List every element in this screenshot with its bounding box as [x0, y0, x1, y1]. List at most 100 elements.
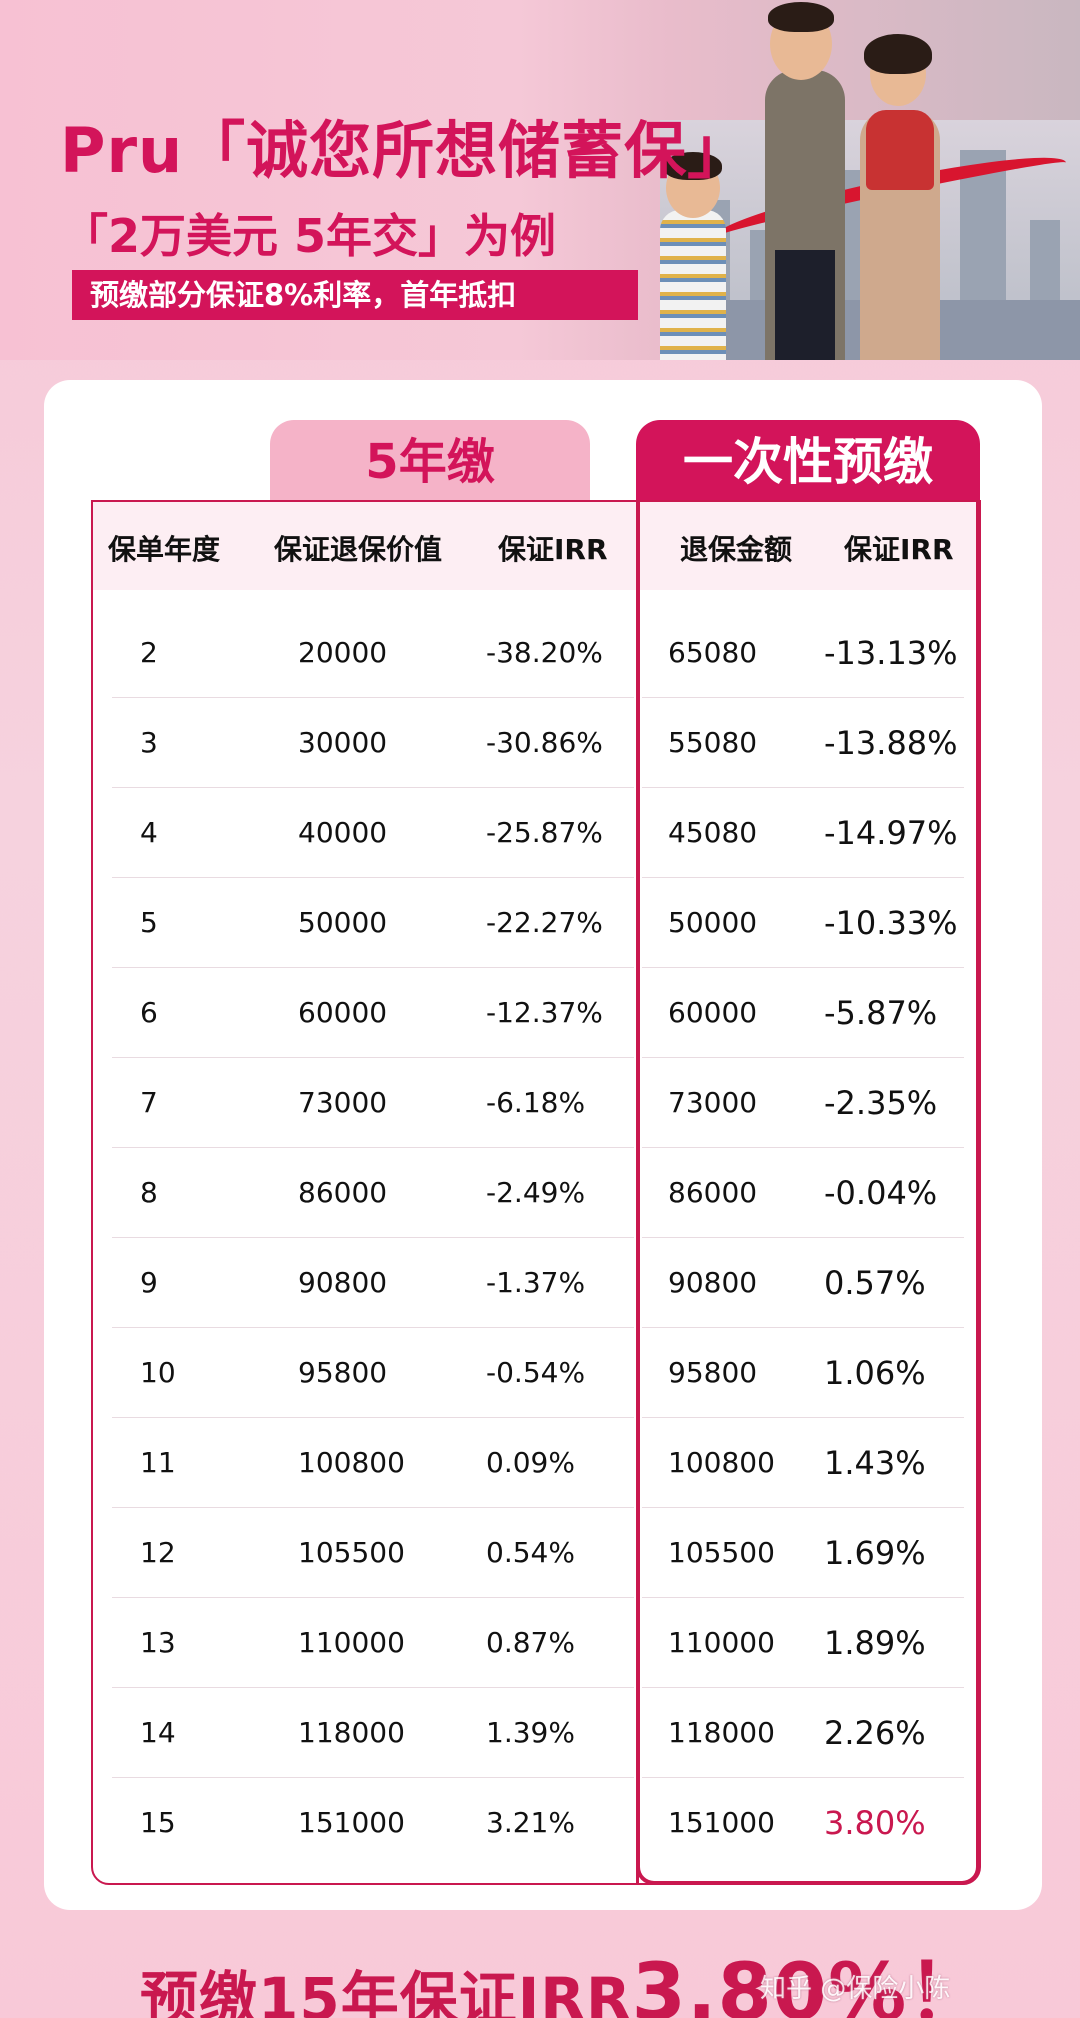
cell-cash-value: 118000 [298, 1716, 405, 1749]
cell-surrender-value: 118000 [668, 1716, 775, 1749]
table-row: 7 73000 -6.18% 73000 -2.35% [0, 1058, 1080, 1148]
cell-irr-prepay: 1.89% [824, 1624, 926, 1662]
cell-year: 3 [140, 726, 158, 759]
cell-irr: -2.49% [486, 1176, 586, 1209]
table-row: 2 20000 -38.20% 65080 -13.13% [0, 608, 1080, 698]
cell-irr: -0.54% [486, 1356, 586, 1389]
page-title: Pru「诚您所想储蓄保」 [60, 114, 751, 187]
cell-cash-value: 100800 [298, 1446, 405, 1479]
cell-cash-value: 50000 [298, 906, 388, 939]
cell-year: 10 [140, 1356, 176, 1389]
cell-irr: -30.86% [486, 726, 603, 759]
cell-year: 7 [140, 1086, 158, 1119]
cell-irr: -38.20% [486, 636, 603, 669]
cell-irr: 0.09% [486, 1446, 575, 1479]
cell-irr-prepay: -0.04% [824, 1174, 938, 1212]
cell-irr: -6.18% [486, 1086, 586, 1119]
cell-irr-prepay: 1.06% [824, 1354, 926, 1392]
cell-surrender-value: 50000 [668, 906, 758, 939]
cell-surrender-value: 86000 [668, 1176, 758, 1209]
tagline-badge: 预缴部分保证8%利率，首年抵扣 [72, 270, 638, 320]
header-guaranteed-irr-prepay: 保证IRR [844, 533, 954, 566]
cell-irr: -12.37% [486, 996, 603, 1029]
table-row: 15 151000 3.21% 151000 3.80% [0, 1778, 1080, 1868]
cell-surrender-value: 73000 [668, 1086, 758, 1119]
cell-year: 14 [140, 1716, 176, 1749]
table-row: 3 30000 -30.86% 55080 -13.88% [0, 698, 1080, 788]
header-policy-year: 保单年度 [108, 533, 221, 566]
table-row: 10 95800 -0.54% 95800 1.06% [0, 1328, 1080, 1418]
cell-cash-value: 73000 [298, 1086, 388, 1119]
cell-irr: -22.27% [486, 906, 603, 939]
table-row: 9 90800 -1.37% 90800 0.57% [0, 1238, 1080, 1328]
cell-year: 9 [140, 1266, 158, 1299]
cell-surrender-value: 55080 [668, 726, 758, 759]
cell-year: 11 [140, 1446, 176, 1479]
cell-surrender-value: 100800 [668, 1446, 775, 1479]
cell-surrender-value: 60000 [668, 996, 758, 1029]
cell-irr-prepay: 1.69% [824, 1534, 926, 1572]
cell-irr-prepay: -10.33% [824, 904, 958, 942]
cell-irr-prepay: -13.13% [824, 634, 958, 672]
cell-irr: 0.54% [486, 1536, 575, 1569]
cell-irr-prepay: -5.87% [824, 994, 938, 1032]
cell-year: 4 [140, 816, 158, 849]
cell-year: 2 [140, 636, 158, 669]
cell-irr: -1.37% [486, 1266, 586, 1299]
cell-cash-value: 110000 [298, 1626, 405, 1659]
cell-cash-value: 60000 [298, 996, 388, 1029]
table-row: 12 105500 0.54% 105500 1.69% [0, 1508, 1080, 1598]
cell-year: 13 [140, 1626, 176, 1659]
cell-year: 5 [140, 906, 158, 939]
cell-year: 12 [140, 1536, 176, 1569]
cell-cash-value: 40000 [298, 816, 388, 849]
cell-cash-value: 30000 [298, 726, 388, 759]
header-surrender-amount: 退保金额 [680, 533, 793, 566]
footer-headline-prefix: 预缴15年保证IRR [140, 1965, 632, 2018]
header-guaranteed-irr: 保证IRR [498, 533, 608, 566]
cell-surrender-value: 90800 [668, 1266, 758, 1299]
watermark-text: 知乎 @保险小陈 [760, 1974, 951, 2004]
comparison-table [91, 500, 981, 1885]
cell-year: 8 [140, 1176, 158, 1209]
cell-irr-prepay: -13.88% [824, 724, 958, 762]
table-row: 13 110000 0.87% 110000 1.89% [0, 1598, 1080, 1688]
cell-cash-value: 105500 [298, 1536, 405, 1569]
header-guaranteed-cash-value: 保证退保价值 [274, 533, 443, 566]
cell-irr: 3.21% [486, 1806, 575, 1839]
table-row: 14 118000 1.39% 118000 2.26% [0, 1688, 1080, 1778]
page-subtitle: 「2万美元 5年交」为例 [62, 209, 557, 263]
table-row: 8 86000 -2.49% 86000 -0.04% [0, 1148, 1080, 1238]
cell-surrender-value: 151000 [668, 1806, 775, 1839]
cell-cash-value: 86000 [298, 1176, 388, 1209]
cell-irr-prepay: -2.35% [824, 1084, 938, 1122]
cell-irr-prepay-highlight: 3.80% [824, 1804, 926, 1842]
table-header-band [93, 502, 978, 590]
table-row: 11 100800 0.09% 100800 1.43% [0, 1418, 1080, 1508]
cell-irr-prepay: 2.26% [824, 1714, 926, 1752]
cell-surrender-value: 95800 [668, 1356, 758, 1389]
cell-surrender-value: 65080 [668, 636, 758, 669]
cell-irr-prepay: 0.57% [824, 1264, 926, 1302]
cell-irr-prepay: -14.97% [824, 814, 958, 852]
table-row: 5 50000 -22.27% 50000 -10.33% [0, 878, 1080, 968]
cell-irr-prepay: 1.43% [824, 1444, 926, 1482]
cell-surrender-value: 45080 [668, 816, 758, 849]
tab-one-time-prepay: 一次性预缴 [636, 420, 980, 500]
cell-cash-value: 20000 [298, 636, 388, 669]
table-row: 4 40000 -25.87% 45080 -14.97% [0, 788, 1080, 878]
cell-year: 15 [140, 1806, 176, 1839]
cell-cash-value: 151000 [298, 1806, 405, 1839]
table-row: 6 60000 -12.37% 60000 -5.87% [0, 968, 1080, 1058]
cell-cash-value: 90800 [298, 1266, 388, 1299]
tab-five-year-payment: 5年缴 [270, 420, 590, 500]
cell-surrender-value: 105500 [668, 1536, 775, 1569]
cell-irr: 1.39% [486, 1716, 575, 1749]
cell-year: 6 [140, 996, 158, 1029]
cell-irr: -25.87% [486, 816, 603, 849]
footer-headline-value: 3.80%！ [631, 1948, 987, 2018]
cell-surrender-value: 110000 [668, 1626, 775, 1659]
family-photo [650, 0, 980, 360]
cell-cash-value: 95800 [298, 1356, 388, 1389]
